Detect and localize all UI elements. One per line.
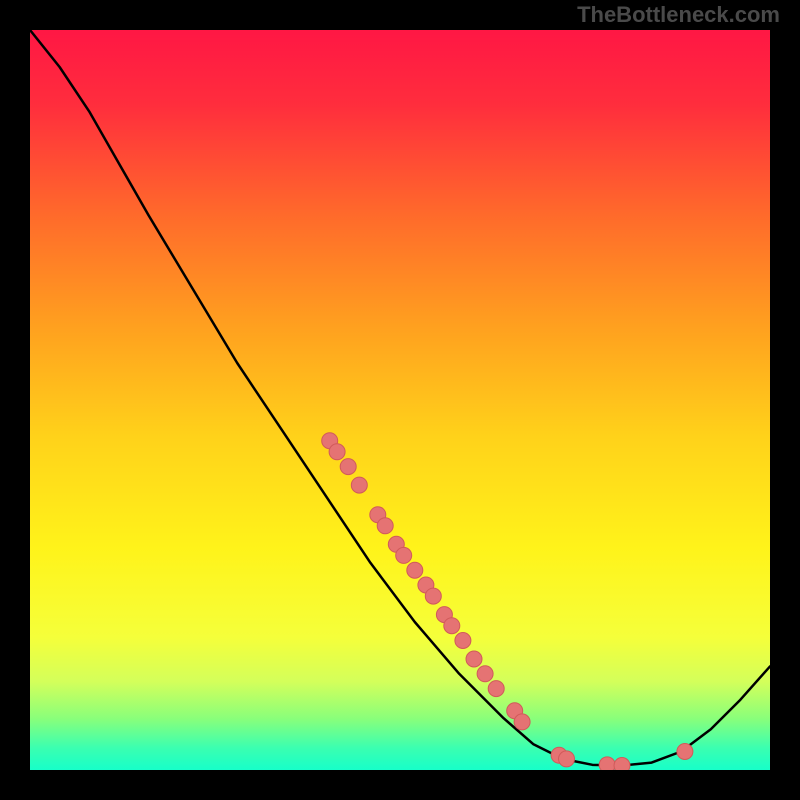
data-marker (396, 547, 412, 563)
data-marker (351, 477, 367, 493)
data-marker (599, 757, 615, 770)
data-marker (477, 666, 493, 682)
data-marker (466, 651, 482, 667)
data-marker (559, 751, 575, 767)
data-marker (377, 518, 393, 534)
data-marker (444, 618, 460, 634)
data-marker (425, 588, 441, 604)
data-marker (677, 744, 693, 760)
data-marker (329, 444, 345, 460)
data-marker (407, 562, 423, 578)
chart-background (30, 30, 770, 770)
data-marker (455, 633, 471, 649)
data-marker (488, 681, 504, 697)
data-marker (614, 758, 630, 770)
chart-container (30, 30, 770, 770)
data-marker (514, 714, 530, 730)
data-marker (340, 459, 356, 475)
chart-svg (30, 30, 770, 770)
watermark-text: TheBottleneck.com (577, 2, 780, 28)
